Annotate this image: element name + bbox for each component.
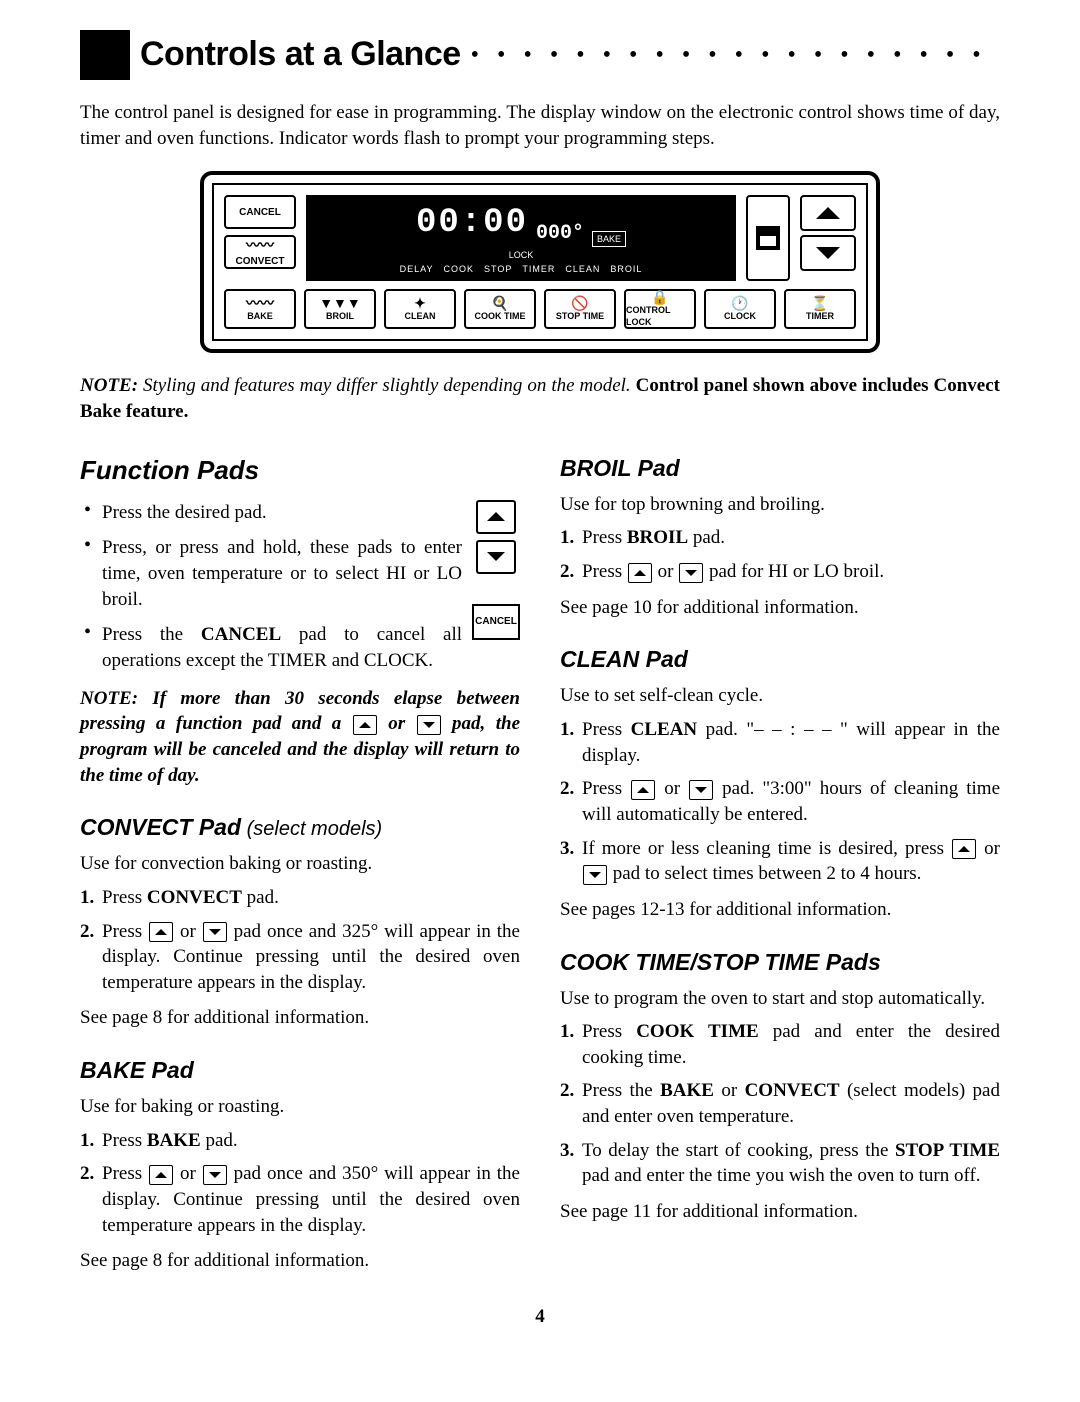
up-arrow-pad [800,195,856,231]
cook-s2: Press the BAKE or CONVECT (select models… [560,1078,1000,1129]
cook-s1: Press COOK TIME pad and enter the desire… [560,1019,1000,1070]
clean-pad: ✦CLEAN [384,289,456,329]
convect-pad: 〰〰CONVECT [224,235,296,269]
content-columns: Function Pads CANCEL Press the desired p… [80,453,1000,1284]
stoptime-pad: 🚫STOP TIME [544,289,616,329]
clean-s1: Press CLEAN pad. "– – : – – " will appea… [560,717,1000,768]
display-words: DELAYCOOKSTOP TIMERCLEAN BROIL [400,263,643,275]
convect-use: Use for convection baking or roasting. [80,851,520,877]
timer-pad: ⏳TIMER [784,289,856,329]
convect-s1: Press CONVECT pad. [80,885,520,911]
down-icon [679,563,703,583]
oven-icon-box [746,195,790,281]
down-icon [689,780,713,800]
lock-indicator: LOCK [509,249,534,261]
display-readout: 00:00 000° BAKE [416,201,626,247]
display-time: 00:00 [416,201,528,247]
up-icon [952,839,976,859]
bake-use: Use for baking or roasting. [80,1094,520,1120]
broil-see: See page 10 for additional information. [560,595,1000,621]
left-column: Function Pads CANCEL Press the desired p… [80,453,520,1284]
fp-bullet-1: Press the desired pad. [80,500,520,526]
section-number-icon [80,30,130,80]
clock-pad: 🕐CLOCK [704,289,776,329]
title-dots: • • • • • • • • • • • • • • • • • • • • … [471,39,1000,71]
down-icon [203,1165,227,1185]
down-icon [417,715,441,735]
up-icon [631,780,655,800]
cook-s3: To delay the start of cooking, press the… [560,1138,1000,1189]
cooktime-heading: COOK TIME/STOP TIME Pads [560,947,1000,978]
title-row: Controls at a Glance • • • • • • • • • •… [80,30,1000,80]
convect-see: See page 8 for additional information. [80,1005,520,1031]
cooktime-steps: Press COOK TIME pad and enter the desire… [560,1019,1000,1189]
arrow-col [800,195,856,281]
right-column: BROIL Pad Use for top browning and broil… [560,453,1000,1284]
down-arrow-pad [800,235,856,271]
fp-bullet-2: Press, or press and hold, these pads to … [80,535,520,612]
down-icon [583,865,607,885]
oven-icon [754,224,782,252]
up-icon [353,715,377,735]
controllock-pad: 🔒CONTROL LOCK [624,289,696,329]
function-pads-heading: Function Pads [80,453,520,488]
bake-steps: Press BAKE pad. Press or pad once and 35… [80,1128,520,1239]
cancel-pad: CANCEL [224,195,296,229]
convect-s2: Press or pad once and 325° will appear i… [80,919,520,996]
page-number: 4 [80,1304,1000,1330]
cooktime-pad: 🍳COOK TIME [464,289,536,329]
fp-note: NOTE: If more than 30 seconds elapse bet… [80,686,520,789]
broil-s2: Press or pad for HI or LO broil. [560,559,1000,585]
intro-text: The control panel is designed for ease i… [80,100,1000,151]
broil-s1: Press BROIL pad. [560,525,1000,551]
up-icon [628,563,652,583]
clean-s2: Press or pad. "3:00" hours of cleaning t… [560,776,1000,827]
clean-use: Use to set self-clean cycle. [560,683,1000,709]
bake-indicator: BAKE [592,231,626,247]
bake-pad: 〰〰BAKE [224,289,296,329]
fp-bullet-3: Press the CANCEL pad to cancel all opera… [80,622,520,673]
panel-note: NOTE: Styling and features may differ sl… [80,373,1000,424]
cook-see: See page 11 for additional information. [560,1199,1000,1225]
control-panel-figure: CANCEL 〰〰CONVECT 00:00 000° BAKE LOCK DE… [200,171,880,353]
clean-s3: If more or less cleaning time is desired… [560,836,1000,887]
up-icon [149,922,173,942]
panel-row-1: CANCEL 〰〰CONVECT 00:00 000° BAKE LOCK DE… [224,195,856,281]
bake-heading: BAKE Pad [80,1055,520,1086]
clean-heading: CLEAN Pad [560,644,1000,675]
down-icon [203,922,227,942]
function-pads-list: Press the desired pad. Press, or press a… [80,500,520,674]
panel-inner: CANCEL 〰〰CONVECT 00:00 000° BAKE LOCK DE… [212,183,868,341]
bake-s1: Press BAKE pad. [80,1128,520,1154]
panel-row-2: 〰〰BAKE ▼▼▼BROIL ✦CLEAN 🍳COOK TIME 🚫STOP … [224,289,856,329]
convect-steps: Press CONVECT pad. Press or pad once and… [80,885,520,996]
broil-pad: ▼▼▼BROIL [304,289,376,329]
clean-see: See pages 12-13 for additional informati… [560,897,1000,923]
display-panel: 00:00 000° BAKE LOCK DELAYCOOKSTOP TIMER… [306,195,736,281]
clean-steps: Press CLEAN pad. "– – : – – " will appea… [560,717,1000,887]
bake-s2: Press or pad once and 350° will appear i… [80,1161,520,1238]
broil-steps: Press BROIL pad. Press or pad for HI or … [560,525,1000,584]
bake-see: See page 8 for additional information. [80,1248,520,1274]
display-temp: 000° [536,220,584,247]
convect-heading: CONVECT Pad (select models) [80,812,520,843]
broil-use: Use for top browning and broiling. [560,492,1000,518]
broil-heading: BROIL Pad [560,453,1000,484]
panel-left-col: CANCEL 〰〰CONVECT [224,195,296,281]
up-icon [149,1165,173,1185]
page-title: Controls at a Glance [140,32,461,78]
cooktime-use: Use to program the oven to start and sto… [560,986,1000,1012]
